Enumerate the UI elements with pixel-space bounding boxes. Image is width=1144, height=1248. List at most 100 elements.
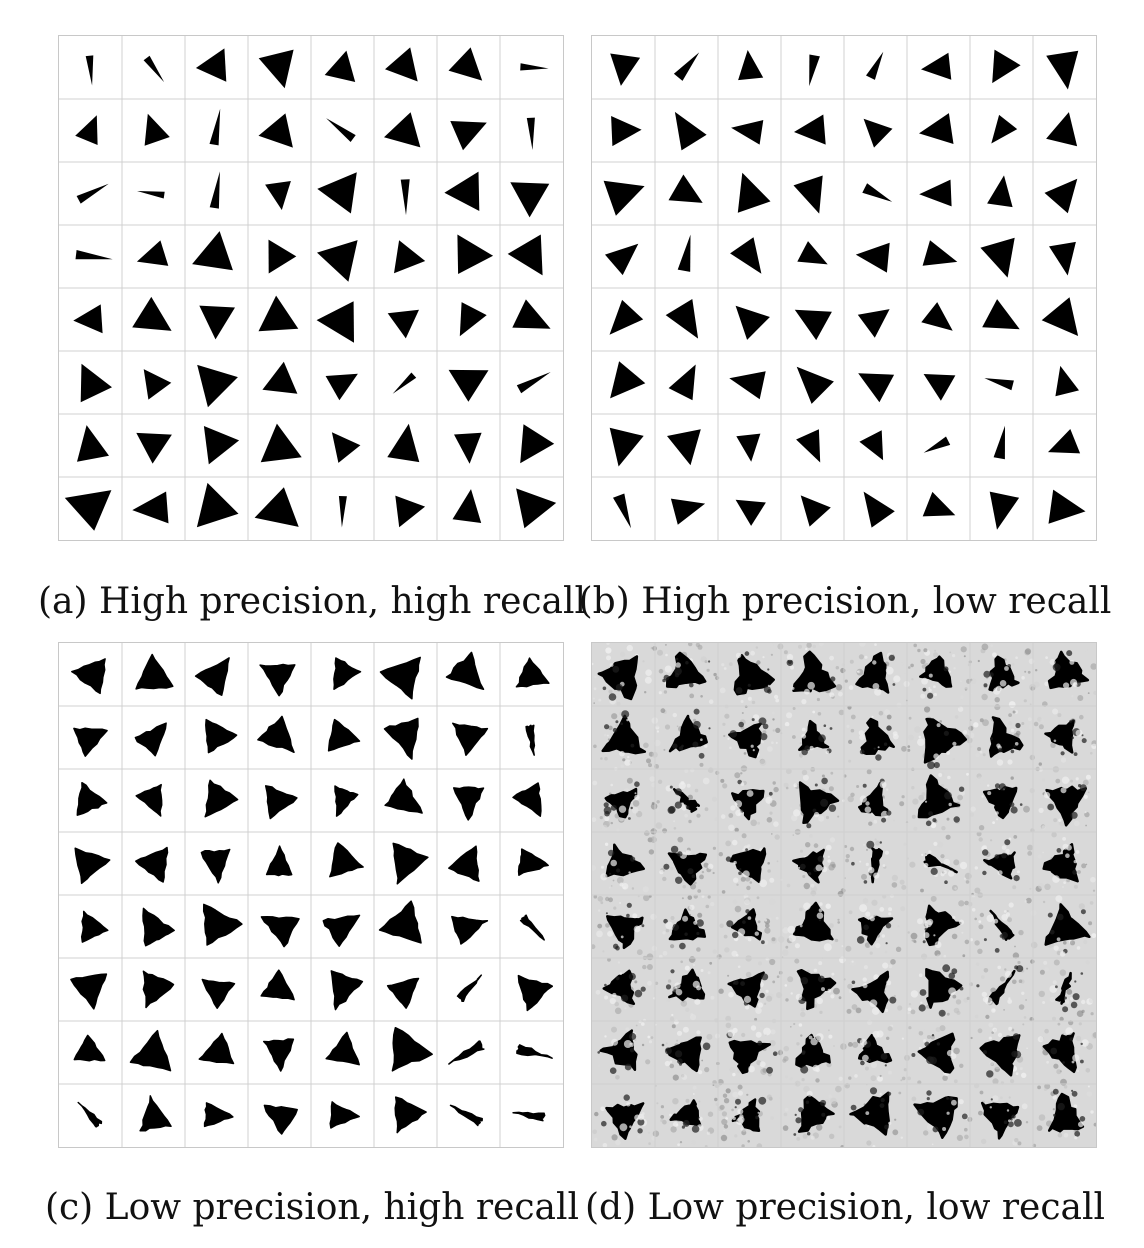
noise-speckle [746, 885, 751, 891]
noise-speckle [710, 901, 715, 907]
noise-speck [924, 1041, 930, 1047]
noise-speckle [718, 988, 724, 994]
noise-speckle [825, 725, 828, 728]
noise-speck [1007, 759, 1013, 765]
noise-speckle [1075, 1035, 1082, 1042]
noise-speckle [957, 794, 963, 801]
blobby-triangle-sample [512, 1111, 546, 1122]
noise-speck [885, 666, 894, 675]
noise-speckle [772, 980, 776, 984]
noise-speck [612, 992, 617, 998]
triangle-sample [729, 371, 766, 400]
noise-speckle [859, 643, 866, 647]
noise-speckle [607, 957, 611, 962]
noise-speckle [921, 792, 926, 796]
noise-speckle [913, 826, 918, 831]
noise-speckle [802, 774, 809, 781]
triangle-sample [737, 172, 771, 213]
noise-speckle [969, 938, 973, 942]
noise-speckle [618, 903, 624, 909]
noise-speckle [655, 723, 660, 728]
noise-speckle [848, 1076, 852, 1080]
noise-speckle [825, 844, 832, 851]
noise-speckle [620, 764, 624, 768]
noise-speck [611, 1038, 619, 1046]
noise-speckle [958, 900, 965, 907]
noise-speckle [821, 774, 825, 778]
noisy-triangle-sample [606, 915, 644, 950]
noise-speckle [715, 675, 720, 681]
triangle-sample [613, 493, 631, 529]
triangle-sample [1049, 241, 1076, 276]
noise-speckle [1021, 1072, 1027, 1078]
noise-speck [815, 1033, 824, 1041]
noise-speck [786, 653, 794, 661]
noise-speck [958, 786, 965, 792]
noise-speckle [961, 931, 964, 934]
triangle-sample [668, 364, 696, 401]
noise-speckle [976, 831, 982, 837]
noise-speck [981, 795, 984, 798]
noise-speckle [875, 840, 881, 846]
noise-speck [810, 1037, 818, 1046]
noise-speck [1057, 913, 1064, 921]
blobby-triangle-sample [203, 1102, 234, 1128]
noise-speckle [890, 959, 896, 965]
noise-speck [1071, 719, 1074, 722]
noise-speckle [785, 768, 792, 775]
caption-a: (a) High precision, high recall [37, 581, 587, 622]
noise-speckle [1083, 939, 1088, 945]
noise-speckle [657, 649, 663, 656]
noise-speck [864, 655, 868, 659]
noise-speckle [757, 920, 761, 924]
noise-speck [748, 1065, 755, 1073]
noise-speckle [728, 662, 733, 666]
noise-speckle [830, 994, 835, 999]
noise-speck [739, 868, 742, 871]
noise-speckle [743, 752, 747, 755]
noise-speck [1008, 902, 1014, 908]
noise-speckle [951, 933, 958, 940]
noisy-triangle-sample [925, 968, 963, 1009]
noise-speckle [663, 748, 666, 751]
noise-speckle [725, 1015, 732, 1022]
noise-speck [1078, 784, 1082, 788]
noise-speckle [722, 1093, 728, 1098]
noise-speckle [595, 989, 601, 995]
noise-speckle [660, 1119, 664, 1123]
noise-speckle [1029, 788, 1035, 794]
noise-speck [738, 813, 741, 816]
noise-speck [806, 823, 812, 829]
triangle-sample [677, 234, 691, 272]
noise-speck [768, 791, 773, 796]
noise-speckle [1036, 1125, 1043, 1131]
noise-speckle [926, 1035, 931, 1039]
noise-speckle [1074, 749, 1077, 752]
blobby-triangle-sample [517, 848, 549, 876]
noise-speck [700, 738, 703, 741]
noise-speckle [803, 882, 810, 890]
noise-speckle [706, 1131, 711, 1135]
noise-speckle [838, 709, 845, 716]
noise-speck [932, 818, 937, 823]
noise-speck [1062, 1006, 1069, 1013]
noise-speck [986, 914, 994, 923]
noise-speckle [592, 697, 595, 700]
noise-speck [1071, 736, 1074, 740]
noise-speckle [845, 854, 850, 859]
noise-speck [859, 904, 868, 913]
noise-speck [1052, 663, 1061, 672]
noise-speckle [1085, 960, 1090, 965]
noise-speck [742, 870, 750, 878]
noise-speck [1010, 749, 1015, 754]
noise-speck [812, 808, 817, 813]
noise-speckle [818, 643, 824, 647]
noise-speck [634, 792, 637, 795]
noise-speck [675, 657, 679, 661]
noise-speckle [892, 1129, 899, 1136]
noise-speckle [1042, 851, 1044, 854]
noise-speck [633, 925, 641, 933]
noise-speckle [886, 1036, 890, 1040]
noise-speck [1015, 722, 1021, 729]
noise-speck [696, 919, 704, 927]
